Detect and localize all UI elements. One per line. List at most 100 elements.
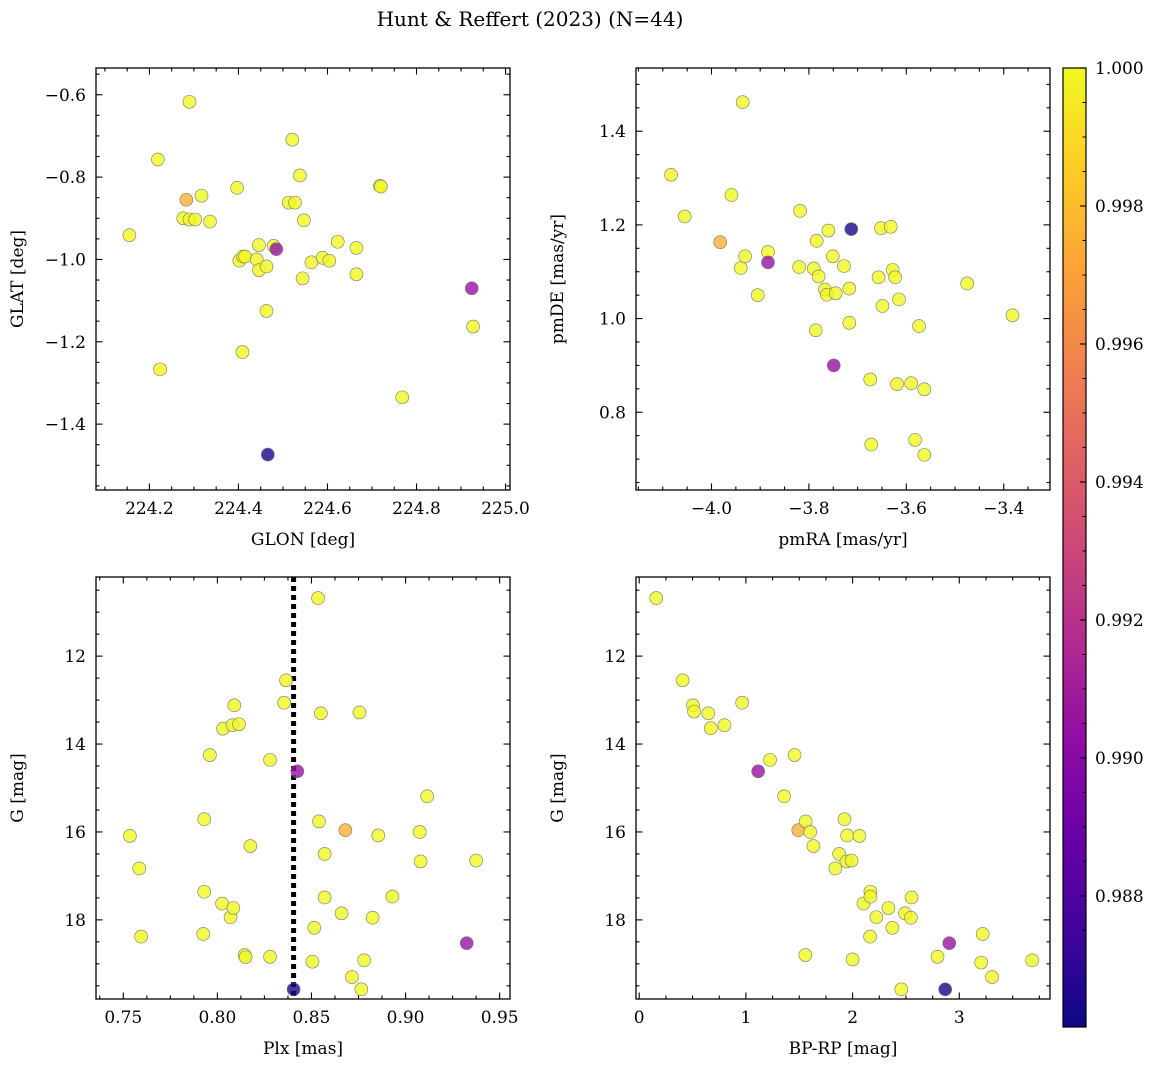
data-point	[314, 706, 328, 721]
x-axis-label: pmRA [mas/yr]	[778, 530, 907, 550]
x-axis-label: Plx [mas]	[263, 1039, 343, 1059]
data-point	[230, 181, 244, 195]
data-point	[227, 698, 242, 713]
data-point	[374, 179, 388, 194]
colorbar-tick-label: 0.988	[1095, 887, 1144, 907]
data-point	[930, 949, 945, 964]
data-point	[122, 228, 137, 242]
data-point	[238, 249, 252, 264]
data-point	[322, 253, 337, 268]
data-point	[412, 825, 427, 839]
data-point	[459, 936, 474, 950]
axis-ticks	[96, 577, 510, 999]
data-point	[904, 890, 919, 905]
data-point	[466, 319, 480, 334]
data-point	[806, 839, 821, 853]
y-tick-label: −1.0	[45, 250, 86, 270]
data-point	[385, 889, 400, 904]
y-tick-label: 18	[64, 911, 86, 931]
data-point	[649, 591, 664, 605]
data-point	[311, 591, 325, 605]
data-point	[904, 376, 918, 391]
data-point	[238, 950, 253, 965]
data-point	[974, 955, 988, 970]
data-point	[701, 706, 716, 721]
data-point	[330, 234, 345, 249]
axes-frame	[95, 67, 511, 491]
data-point	[464, 281, 479, 296]
data-point	[917, 382, 932, 397]
x-axis-label: GLON [deg]	[251, 530, 355, 550]
y-tick-label: 1.4	[599, 122, 626, 142]
data-point	[828, 286, 843, 301]
data-point	[334, 906, 349, 921]
y-tick-label: 1.0	[599, 310, 626, 330]
data-point	[960, 276, 975, 291]
data-point	[837, 259, 851, 273]
data-point	[345, 970, 359, 984]
data-point	[232, 717, 246, 732]
data-point	[942, 936, 957, 950]
data-point	[675, 673, 690, 688]
data-point	[763, 753, 777, 767]
x-tick-label: −3.4	[983, 499, 1024, 519]
colorbar-tick-label: 1.000	[1095, 59, 1144, 79]
colorbar-tick-label: 0.998	[1095, 197, 1144, 217]
data-point	[285, 132, 300, 147]
data-point	[793, 204, 807, 218]
data-point	[259, 259, 274, 274]
y-tick-label: −1.2	[45, 333, 86, 353]
data-point	[828, 861, 843, 876]
axis-ticks	[636, 68, 1050, 490]
data-point	[317, 847, 332, 861]
colorbar-ticks: 0.988 0.990 0.992 0.994 0.996 0.998 1.000	[1080, 59, 1144, 931]
data-point	[307, 920, 322, 935]
colorbar-tick-label: 0.996	[1095, 335, 1144, 355]
panel-glon-glat: 224.2 224.4 224.6 224.8 225.0 −1.4 −1.2 −1.0 −0.…	[8, 67, 530, 550]
data-point	[197, 812, 211, 827]
data-point	[312, 814, 326, 829]
y-axis-label: G [mag]	[8, 753, 28, 822]
axes-frame	[635, 67, 1051, 491]
data-point	[811, 269, 826, 284]
y-axis-label: pmDE [mas/yr]	[548, 214, 568, 344]
data-point	[263, 753, 277, 767]
data-point	[881, 901, 896, 915]
data-point	[787, 748, 802, 762]
data-point	[798, 948, 813, 962]
data-point	[713, 235, 728, 250]
data-point	[132, 861, 147, 876]
x-tick-label: 224.2	[125, 499, 174, 519]
data-point	[182, 94, 197, 109]
axes-frame	[95, 576, 511, 1000]
data-point	[852, 829, 867, 843]
data-point	[288, 195, 302, 210]
colorbar: 0.988 0.990 0.992 0.994 0.996 0.998 1.000	[1062, 59, 1144, 1028]
y-tick-label: 1.2	[599, 216, 626, 236]
y-tick-label: 18	[604, 911, 626, 931]
data-point	[664, 167, 678, 182]
data-point	[243, 839, 258, 853]
data-point	[863, 889, 878, 904]
data-point	[735, 695, 749, 710]
data-point	[975, 927, 990, 941]
data-point	[188, 212, 203, 227]
data-point	[203, 748, 217, 762]
data-point	[890, 377, 904, 391]
data-point	[261, 447, 275, 462]
data-point	[269, 242, 284, 256]
x-tick-label: 3	[954, 1008, 965, 1028]
y-tick-label: 14	[604, 735, 626, 755]
data-point	[875, 299, 890, 313]
data-point	[123, 829, 137, 843]
data-point	[352, 705, 367, 720]
x-tick-label: 224.8	[392, 499, 441, 519]
data-point	[825, 249, 840, 264]
data-point	[286, 982, 301, 997]
x-tick-label: 225.0	[481, 499, 530, 519]
data-point	[738, 249, 752, 264]
data-point	[703, 721, 718, 736]
data-point	[842, 281, 857, 296]
data-point	[259, 304, 274, 318]
